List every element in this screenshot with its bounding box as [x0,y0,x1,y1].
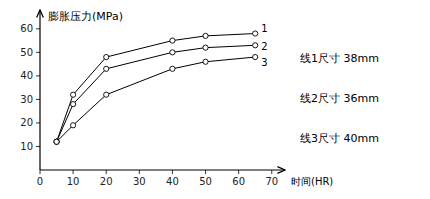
legend-text: 线3尺寸 40mm [300,132,379,145]
point [170,38,175,43]
x-axis-label: 时间(HR) [291,176,333,187]
point [253,31,258,36]
y-axis [39,10,40,170]
point [203,45,208,50]
y-tick-label: 60 [20,23,33,34]
point [104,92,109,97]
legend-text: 线1尺寸 38mm [300,52,379,65]
x-tick-label: 0 [37,176,43,187]
chart: 0 10 20 30 40 50 60 70 10 20 30 40 50 60 1 2 3 膨胀压力(MPa) 时… [0,0,430,199]
y-tick-label: 30 [20,94,33,105]
series-label: 2 [261,41,267,52]
point [54,139,59,144]
x-axis [40,169,285,170]
series-line [57,57,256,142]
x-tick-label: 30 [133,176,146,187]
y-tick-label: 50 [20,47,33,58]
x-tick-label: 20 [100,176,113,187]
x-tick-label: 50 [199,176,212,187]
point [170,50,175,55]
point [71,92,76,97]
point [170,66,175,71]
point [71,123,76,128]
point [54,139,59,144]
x-tick-label: 10 [67,176,80,187]
point [253,54,258,59]
title: 膨胀压力(MPa) [48,10,123,23]
series-label: 1 [261,23,267,34]
point [104,66,109,71]
x-tick-label: 40 [166,176,179,187]
point [253,43,258,48]
point [203,33,208,38]
point [54,139,59,144]
x-tick-label: 60 [232,176,245,187]
series-line [57,34,256,142]
x-tick-label: 70 [265,176,278,187]
y-tick-label: 40 [20,70,33,81]
point [104,54,109,59]
point [71,102,76,107]
series-line [57,45,256,141]
plot-area [54,31,258,144]
point [203,59,208,64]
y-tick-label: 10 [20,141,33,152]
series-label: 3 [261,57,267,68]
y-tick-label: 20 [20,117,33,128]
legend-text: 线2尺寸 36mm [300,92,379,105]
